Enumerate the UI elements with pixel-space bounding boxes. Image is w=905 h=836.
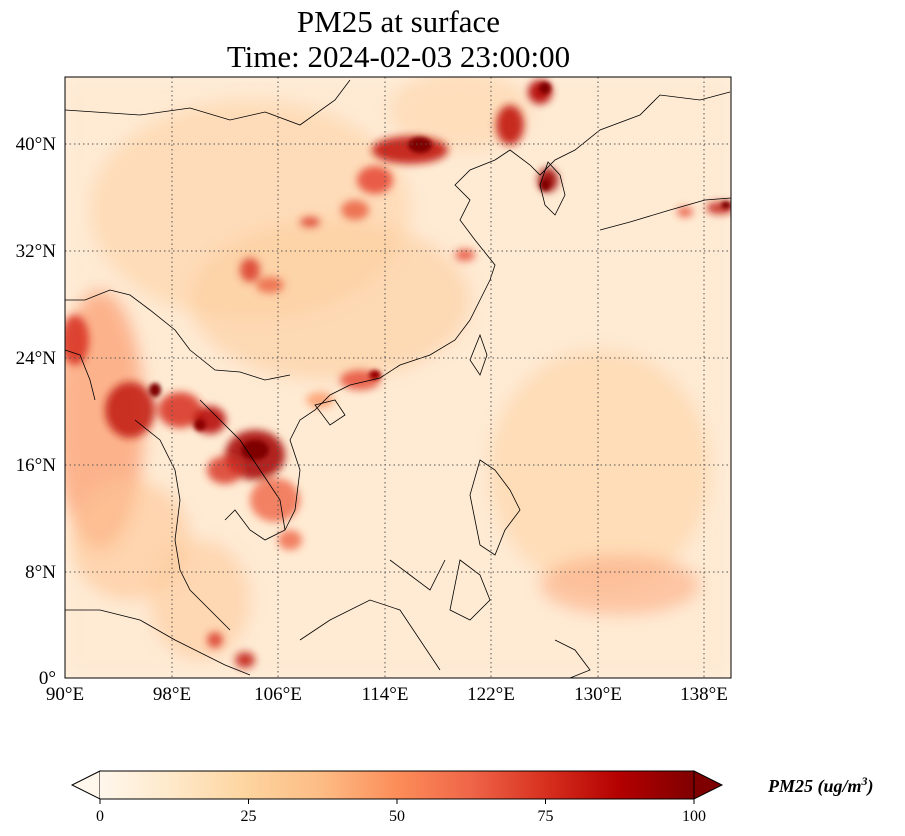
title-line-2: Time: 2024-02-03 23:00:00 (226, 39, 571, 74)
lon-tick-138: 138°E (680, 684, 728, 705)
colorbar-tick-50: 50 (389, 808, 405, 825)
title-line-1: PM25 at surface (296, 4, 501, 39)
colorbar-label-end: ) (867, 776, 874, 796)
pm25-field (65, 77, 731, 678)
colorbar-label: PM25 (ug/m3) (768, 774, 874, 797)
lat-tick-8: 8°N (25, 562, 56, 583)
lon-tick-122: 122°E (467, 684, 515, 705)
map-title: PM25 at surface Time: 2024-02-03 23:00:0… (0, 4, 797, 74)
colorbar-tick-0: 0 (96, 808, 104, 825)
lat-tick-labels: 0° 8°N 16°N 24°N 32°N 40°N (16, 134, 57, 689)
lon-tick-90: 90°E (46, 684, 84, 705)
colorbar-tick-75: 75 (538, 808, 554, 825)
lat-tick-0: 0° (39, 668, 56, 689)
lat-tick-16: 16°N (16, 455, 57, 476)
colorbar: 0 25 50 75 100 (70, 770, 724, 825)
colorbar-gradient (100, 771, 694, 799)
lon-tick-98: 98°E (153, 684, 191, 705)
lat-tick-40: 40°N (16, 134, 57, 155)
colorbar-tick-25: 25 (241, 808, 257, 825)
lon-tick-106: 106°E (254, 684, 302, 705)
lat-tick-32: 32°N (16, 241, 57, 262)
map-grid (65, 77, 731, 678)
lon-tick-114: 114°E (362, 684, 409, 705)
colorbar-label-sup: 3 (861, 774, 868, 788)
colorbar-extend-min (70, 770, 101, 800)
colorbar-label-main: PM25 (ug/m (768, 776, 862, 796)
colorbar-extend-max (693, 770, 724, 800)
lon-tick-labels: 90°E 98°E 106°E 114°E 122°E 130°E 138°E (46, 684, 728, 705)
colorbar-tick-100: 100 (682, 808, 706, 825)
map-frame (64, 76, 732, 679)
lat-tick-24: 24°N (16, 348, 57, 369)
lon-tick-130: 130°E (574, 684, 622, 705)
